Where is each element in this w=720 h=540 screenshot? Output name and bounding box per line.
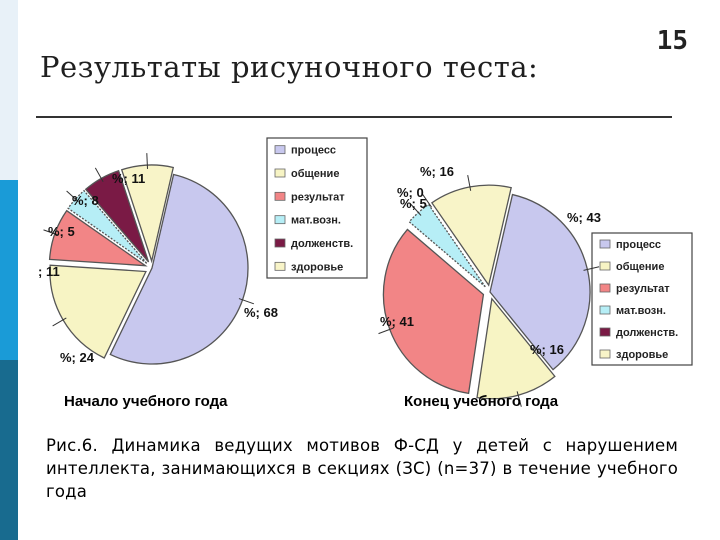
side-strip-bottom [0, 360, 18, 540]
data-label: %; 5 [400, 196, 427, 211]
legend-label: здоровье [291, 261, 343, 273]
legend-swatch [274, 168, 286, 178]
data-label: %; 41 [380, 314, 414, 329]
legend-label: долженств. [616, 327, 678, 339]
legend-box-1 [266, 137, 368, 279]
legend-swatch [599, 327, 611, 337]
data-label: %; 24 [60, 350, 95, 365]
legend-swatch [274, 261, 286, 271]
legend-swatch [274, 191, 286, 201]
legend-swatch [274, 238, 286, 248]
legend-swatch [274, 215, 286, 225]
legend-swatch [599, 239, 611, 249]
slide-title: Результаты рисуночного теста: [40, 50, 539, 84]
data-label: %; 11 [112, 171, 145, 186]
leader-line [378, 327, 394, 335]
legend-label: долженств. [291, 238, 353, 250]
figure-caption-prefix: Рис.6. [46, 436, 98, 455]
data-label: ; 11 [38, 264, 60, 279]
legend-label: результат [616, 283, 670, 295]
leader-line [409, 203, 422, 216]
chart-caption-end: Конец учебного года [404, 393, 559, 410]
data-label: %; 8 [72, 193, 99, 208]
data-label: %; 43 [567, 210, 601, 225]
data-label: %; 68 [244, 305, 278, 320]
leader-line [516, 391, 522, 407]
legend-label: мат.возн. [291, 215, 341, 227]
legend-label: здоровье [616, 349, 668, 361]
slide-number: 15 [656, 26, 688, 56]
legend-swatch [274, 145, 286, 155]
legend-label: процесс [616, 239, 661, 251]
figure-caption: Рис.6. Динамика ведущих мотивов Ф-СД у д… [46, 434, 678, 503]
legend-swatch [599, 283, 611, 293]
legend-label: процесс [291, 145, 336, 157]
data-label: %; 0 [397, 185, 424, 200]
data-label: %; 5 [48, 224, 75, 239]
figure-caption-text: Динамика ведущих мотивов Ф-СД у детей с … [46, 436, 678, 501]
leader-line [146, 153, 149, 169]
pie-slice [109, 173, 249, 365]
leader-line [422, 193, 432, 208]
legend-label: общение [616, 261, 664, 273]
leader-line [583, 266, 600, 271]
legend-swatch [599, 261, 611, 271]
legend-box-2 [591, 232, 693, 366]
legend-swatch [599, 305, 611, 315]
leader-line [238, 298, 255, 305]
chart-caption-start: Начало учебного года [64, 393, 228, 410]
legend-label: мат.возн. [616, 305, 666, 317]
data-label: %; 16 [420, 164, 454, 179]
leader-line [66, 190, 79, 202]
leader-line [467, 175, 472, 191]
side-strip-top [0, 0, 18, 180]
leader-line [94, 167, 104, 182]
data-label: %; 16 [530, 342, 564, 357]
legend-label: результат [291, 191, 345, 203]
side-strip-middle [0, 180, 18, 360]
leader-line [52, 317, 67, 327]
title-divider [36, 116, 672, 118]
leader-line [43, 229, 59, 236]
legend-label: общение [291, 168, 339, 180]
pie-slice [67, 189, 148, 264]
legend-swatch [599, 349, 611, 359]
